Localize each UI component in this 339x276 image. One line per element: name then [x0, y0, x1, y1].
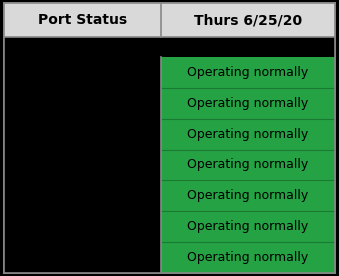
Bar — [4, 37, 161, 57]
Bar — [4, 242, 161, 273]
Bar — [161, 150, 335, 180]
Bar — [161, 3, 335, 37]
Bar — [4, 88, 161, 119]
Text: Thurs 6/25/20: Thurs 6/25/20 — [194, 13, 302, 27]
Text: Operating normally: Operating normally — [187, 97, 309, 110]
Bar — [4, 3, 161, 37]
Bar — [161, 211, 335, 242]
Text: Operating normally: Operating normally — [187, 158, 309, 171]
Bar — [161, 37, 335, 57]
Bar — [161, 180, 335, 211]
Bar — [161, 88, 335, 119]
Text: Port Status: Port Status — [38, 13, 127, 27]
Text: Operating normally: Operating normally — [187, 220, 309, 233]
Text: Operating normally: Operating normally — [187, 189, 309, 202]
Bar — [161, 119, 335, 150]
Bar — [161, 57, 335, 88]
Bar — [4, 211, 161, 242]
Bar — [4, 150, 161, 180]
Text: Operating normally: Operating normally — [187, 251, 309, 264]
Bar — [4, 119, 161, 150]
Bar — [161, 242, 335, 273]
Text: Operating normally: Operating normally — [187, 128, 309, 141]
Bar — [4, 57, 161, 88]
Bar — [4, 180, 161, 211]
Text: Operating normally: Operating normally — [187, 66, 309, 79]
